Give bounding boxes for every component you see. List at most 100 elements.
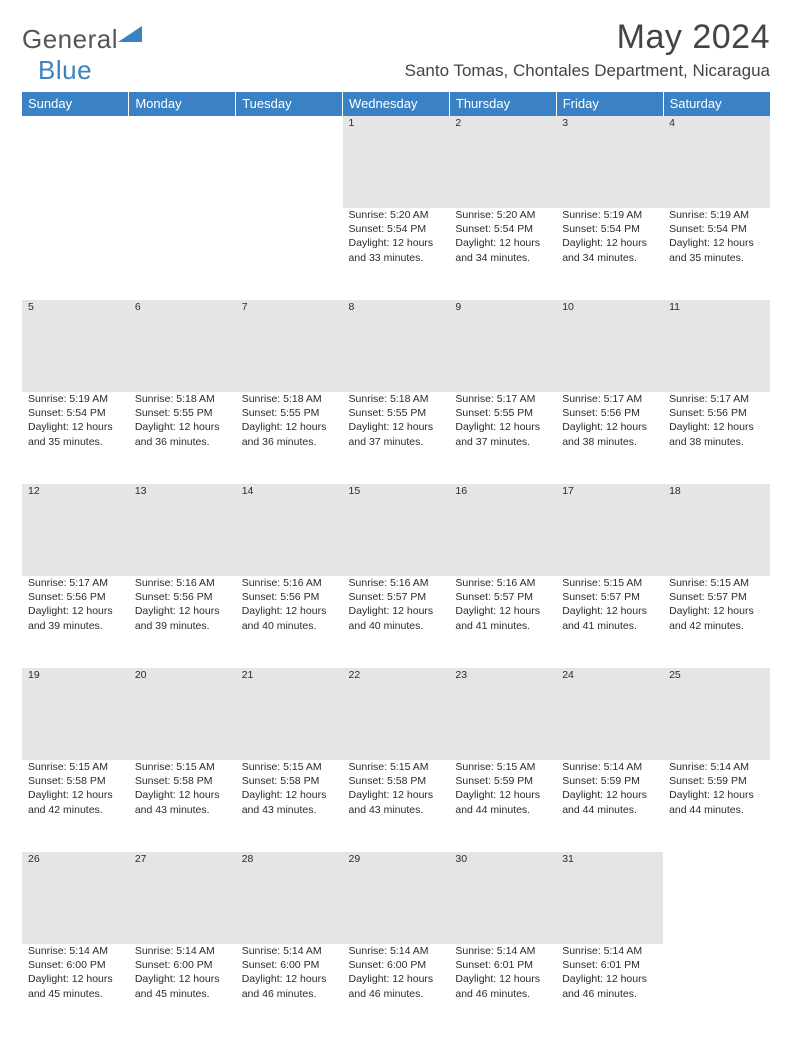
sunrise-line: Sunrise: 5:17 AM (669, 392, 764, 406)
daylight-line: Daylight: 12 hours and 46 minutes. (455, 972, 550, 1000)
daylight-line: Daylight: 12 hours and 36 minutes. (135, 420, 230, 448)
logo-text-block: General Blue (22, 24, 144, 86)
logo-text-general: General (22, 24, 118, 54)
daylight-line: Daylight: 12 hours and 38 minutes. (669, 420, 764, 448)
page-title: May 2024 (405, 18, 770, 57)
sunrise-line: Sunrise: 5:15 AM (28, 760, 123, 774)
day-number-cell: 5 (22, 300, 129, 392)
day-cell: Sunrise: 5:15 AMSunset: 5:58 PMDaylight:… (343, 760, 450, 852)
day-number-cell: 19 (22, 668, 129, 760)
day-number-cell: 22 (343, 668, 450, 760)
day-cell: Sunrise: 5:14 AMSunset: 6:01 PMDaylight:… (449, 944, 556, 1036)
day-cell: Sunrise: 5:17 AMSunset: 5:55 PMDaylight:… (449, 392, 556, 484)
day-cell (236, 208, 343, 300)
sunrise-line: Sunrise: 5:16 AM (135, 576, 230, 590)
weekday-header: Thursday (449, 92, 556, 116)
sunrise-line: Sunrise: 5:20 AM (455, 208, 550, 222)
weekday-header: Saturday (663, 92, 770, 116)
daylight-line: Daylight: 12 hours and 43 minutes. (349, 788, 444, 816)
day-number-cell: 14 (236, 484, 343, 576)
sunrise-line: Sunrise: 5:19 AM (669, 208, 764, 222)
sunrise-line: Sunrise: 5:14 AM (135, 944, 230, 958)
weekday-header: Friday (556, 92, 663, 116)
day-number-cell: 1 (343, 116, 450, 208)
day-number-cell: 26 (22, 852, 129, 944)
day-number-cell: 8 (343, 300, 450, 392)
daylight-line: Daylight: 12 hours and 44 minutes. (562, 788, 657, 816)
sunrise-line: Sunrise: 5:18 AM (242, 392, 337, 406)
day-number-cell: 11 (663, 300, 770, 392)
daylight-line: Daylight: 12 hours and 44 minutes. (669, 788, 764, 816)
day-cell: Sunrise: 5:19 AMSunset: 5:54 PMDaylight:… (663, 208, 770, 300)
sunrise-line: Sunrise: 5:14 AM (242, 944, 337, 958)
day-number-cell (22, 116, 129, 208)
day-number-cell: 25 (663, 668, 770, 760)
daylight-line: Daylight: 12 hours and 41 minutes. (562, 604, 657, 632)
sunset-line: Sunset: 5:56 PM (242, 590, 337, 604)
sunrise-line: Sunrise: 5:14 AM (669, 760, 764, 774)
daylight-line: Daylight: 12 hours and 40 minutes. (349, 604, 444, 632)
day-number-row: 19202122232425 (22, 668, 770, 760)
sunrise-line: Sunrise: 5:14 AM (562, 760, 657, 774)
sunset-line: Sunset: 5:55 PM (135, 406, 230, 420)
sunrise-line: Sunrise: 5:17 AM (455, 392, 550, 406)
sunrise-line: Sunrise: 5:17 AM (28, 576, 123, 590)
sunset-line: Sunset: 5:56 PM (135, 590, 230, 604)
calendar-header-row: Sunday Monday Tuesday Wednesday Thursday… (22, 92, 770, 116)
calendar-table: Sunday Monday Tuesday Wednesday Thursday… (22, 92, 770, 1036)
day-cell: Sunrise: 5:14 AMSunset: 6:00 PMDaylight:… (22, 944, 129, 1036)
daylight-line: Daylight: 12 hours and 46 minutes. (562, 972, 657, 1000)
calendar-page: General Blue May 2024 Santo Tomas, Chont… (0, 0, 792, 1048)
day-number-cell: 23 (449, 668, 556, 760)
day-cell: Sunrise: 5:16 AMSunset: 5:56 PMDaylight:… (236, 576, 343, 668)
day-number-cell: 21 (236, 668, 343, 760)
sunset-line: Sunset: 5:57 PM (669, 590, 764, 604)
location-subtitle: Santo Tomas, Chontales Department, Nicar… (405, 61, 770, 81)
day-number-cell: 13 (129, 484, 236, 576)
sunset-line: Sunset: 5:54 PM (562, 222, 657, 236)
day-cell: Sunrise: 5:17 AMSunset: 5:56 PMDaylight:… (556, 392, 663, 484)
daylight-line: Daylight: 12 hours and 41 minutes. (455, 604, 550, 632)
sunrise-line: Sunrise: 5:14 AM (28, 944, 123, 958)
daylight-line: Daylight: 12 hours and 39 minutes. (135, 604, 230, 632)
sunset-line: Sunset: 5:56 PM (669, 406, 764, 420)
daylight-line: Daylight: 12 hours and 42 minutes. (669, 604, 764, 632)
sunset-line: Sunset: 5:56 PM (562, 406, 657, 420)
day-cell: Sunrise: 5:16 AMSunset: 5:57 PMDaylight:… (449, 576, 556, 668)
weekday-header: Wednesday (343, 92, 450, 116)
sunrise-line: Sunrise: 5:19 AM (28, 392, 123, 406)
sunset-line: Sunset: 5:54 PM (28, 406, 123, 420)
sunset-line: Sunset: 5:54 PM (349, 222, 444, 236)
day-cell: Sunrise: 5:20 AMSunset: 5:54 PMDaylight:… (449, 208, 556, 300)
daylight-line: Daylight: 12 hours and 44 minutes. (455, 788, 550, 816)
day-number-row: 262728293031 (22, 852, 770, 944)
sunrise-line: Sunrise: 5:15 AM (669, 576, 764, 590)
sunrise-line: Sunrise: 5:17 AM (562, 392, 657, 406)
day-number-cell: 20 (129, 668, 236, 760)
daylight-line: Daylight: 12 hours and 35 minutes. (669, 236, 764, 264)
sunrise-line: Sunrise: 5:14 AM (349, 944, 444, 958)
day-content-row: Sunrise: 5:15 AMSunset: 5:58 PMDaylight:… (22, 760, 770, 852)
daylight-line: Daylight: 12 hours and 38 minutes. (562, 420, 657, 448)
day-cell: Sunrise: 5:15 AMSunset: 5:57 PMDaylight:… (556, 576, 663, 668)
sunrise-line: Sunrise: 5:20 AM (349, 208, 444, 222)
day-cell: Sunrise: 5:15 AMSunset: 5:58 PMDaylight:… (22, 760, 129, 852)
sunrise-line: Sunrise: 5:19 AM (562, 208, 657, 222)
day-number-cell: 3 (556, 116, 663, 208)
day-number-row: 567891011 (22, 300, 770, 392)
sunset-line: Sunset: 5:58 PM (242, 774, 337, 788)
day-cell (663, 944, 770, 1036)
logo-text-blue: Blue (38, 55, 92, 85)
sunset-line: Sunset: 5:57 PM (455, 590, 550, 604)
day-cell: Sunrise: 5:16 AMSunset: 5:57 PMDaylight:… (343, 576, 450, 668)
daylight-line: Daylight: 12 hours and 34 minutes. (455, 236, 550, 264)
sunrise-line: Sunrise: 5:15 AM (242, 760, 337, 774)
day-number-row: 1234 (22, 116, 770, 208)
daylight-line: Daylight: 12 hours and 46 minutes. (242, 972, 337, 1000)
daylight-line: Daylight: 12 hours and 37 minutes. (349, 420, 444, 448)
day-cell: Sunrise: 5:14 AMSunset: 6:00 PMDaylight:… (129, 944, 236, 1036)
day-content-row: Sunrise: 5:17 AMSunset: 5:56 PMDaylight:… (22, 576, 770, 668)
calendar-body: 1234Sunrise: 5:20 AMSunset: 5:54 PMDayli… (22, 116, 770, 1036)
sunset-line: Sunset: 6:01 PM (562, 958, 657, 972)
sunset-line: Sunset: 5:58 PM (28, 774, 123, 788)
